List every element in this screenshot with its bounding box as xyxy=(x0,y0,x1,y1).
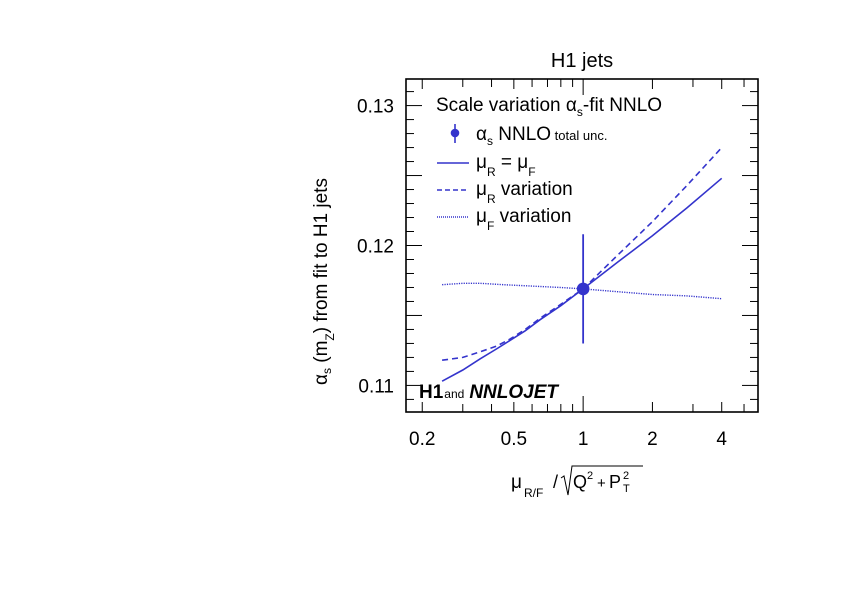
x-tick-label: 0.5 xyxy=(501,429,527,450)
ylabel-rest: ) from fit to H1 jets xyxy=(311,178,332,333)
series-group xyxy=(441,147,723,382)
annotation-h1-nnlojet: H1and NNLOJET xyxy=(419,382,559,403)
xlabel-P-sup: 2 xyxy=(623,470,629,482)
legend-label-dotted: μF variation xyxy=(476,206,571,233)
data-point-group xyxy=(576,234,590,344)
legend-solid-mu-a: μ xyxy=(476,152,487,173)
legend-solid-mu-b: μ xyxy=(517,152,528,173)
ylabel-alpha-sub: s xyxy=(320,368,334,374)
annotation-and: and xyxy=(444,387,464,401)
ylabel-open: (m xyxy=(311,341,332,368)
legend-title: Scale variation αs-fit NNLO xyxy=(436,95,662,119)
legend-point-sub: s xyxy=(487,134,493,148)
axis-ticks xyxy=(406,79,758,412)
legend-dotted-text: variation xyxy=(494,206,571,227)
x-axis-label: μ R/F / Q 2 + P 2 T xyxy=(511,465,643,500)
xlabel-P: P xyxy=(609,472,621,492)
ylabel-alpha: α xyxy=(311,374,332,385)
tick-labels: 0.2 0.5 1 2 4 0.11 0.12 0.13 xyxy=(357,97,727,450)
xlabel-slash: / xyxy=(553,472,558,492)
legend-dotted-sub: F xyxy=(487,219,494,233)
xlabel-P-sub: T xyxy=(623,483,630,495)
x-tick-label: 4 xyxy=(716,429,727,450)
legend-title-post: -fit NNLO xyxy=(583,95,662,116)
x-tick-label: 2 xyxy=(647,429,658,450)
y-tick-label: 0.11 xyxy=(358,376,394,397)
sqrt-sign-icon xyxy=(560,465,643,496)
y-tick-label: 0.12 xyxy=(357,237,394,258)
legend-point-marker xyxy=(450,128,460,138)
legend-dashed-sub: R xyxy=(487,192,496,206)
series-line-dotted xyxy=(442,282,722,300)
legend-dotted-mu: μ xyxy=(476,206,487,227)
data-point-marker xyxy=(576,282,590,296)
legend-dashed-mu: μ xyxy=(476,179,487,200)
legend-point-small: total unc. xyxy=(551,128,607,143)
legend-title-sub: s xyxy=(577,105,583,119)
legend-solid-mid: = xyxy=(496,152,518,173)
xlabel-plus: + xyxy=(597,475,606,492)
legend-dashed-text: variation xyxy=(496,179,573,200)
xlabel-mu: μ xyxy=(511,472,522,493)
x-tick-label: 0.2 xyxy=(409,429,435,450)
legend-solid-sub-a: R xyxy=(487,165,496,179)
series-line-solid xyxy=(441,177,723,382)
ylabel-m-sub: Z xyxy=(323,333,337,340)
chart-title: H1 jets xyxy=(551,50,613,72)
annotation-h1: H1 xyxy=(419,382,444,403)
xlabel-Q-sup: 2 xyxy=(587,470,593,482)
legend-point-label: αs NNLO total unc. xyxy=(476,124,607,148)
xlabel-mu-sub: R/F xyxy=(524,486,543,500)
legend-solid-sub-b: F xyxy=(528,165,535,179)
xlabel-Q: Q xyxy=(573,472,587,492)
legend-title-pre: Scale variation xyxy=(436,95,566,116)
x-tick-label: 1 xyxy=(578,429,589,450)
legend-title-alpha: α xyxy=(566,95,577,116)
y-tick-label: 0.13 xyxy=(357,97,394,118)
legend: Scale variation αs-fit NNLO αs NNLO tota… xyxy=(436,95,662,233)
legend-label-solid: μR = μF xyxy=(476,152,536,179)
annotation-nnlojet: NNLOJET xyxy=(469,382,559,403)
y-axis-label: αs (mZ) from fit to H1 jets xyxy=(311,178,337,385)
legend-label-dashed: μR variation xyxy=(476,179,573,206)
legend-point-text: NNLO xyxy=(493,124,551,145)
legend-point-alpha: α xyxy=(476,124,487,145)
